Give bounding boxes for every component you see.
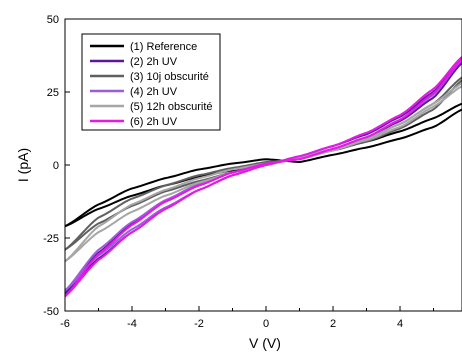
legend-label: (5) 12h obscurité xyxy=(130,101,213,113)
y-tick-label: 0 xyxy=(53,160,59,172)
y-tick-label: 50 xyxy=(47,14,59,26)
x-tick-label: -2 xyxy=(194,318,204,330)
y-tick-label: -50 xyxy=(43,306,59,318)
legend-label: (4) 2h UV xyxy=(130,86,178,98)
legend-label: (2) 2h UV xyxy=(130,56,178,68)
x-tick-label: -4 xyxy=(127,318,137,330)
y-axis-title: I (pA) xyxy=(15,148,31,182)
legend-label: (1) Reference xyxy=(130,41,197,53)
y-tick-label: 25 xyxy=(47,87,59,99)
y-tick-label: -25 xyxy=(43,233,59,245)
legend-label: (3) 10j obscurité xyxy=(130,71,209,83)
legend: (1) Reference (2) 2h UV (3) 10j obscurité (… xyxy=(82,34,220,130)
legend-label: (6) 2h UV xyxy=(130,116,178,128)
x-tick-label: 4 xyxy=(397,318,403,330)
x-tick-label: 0 xyxy=(263,318,269,330)
x-axis-title: V (V) xyxy=(249,335,281,351)
x-tick-label: 2 xyxy=(330,318,336,330)
x-tick-label: -6 xyxy=(60,318,70,330)
